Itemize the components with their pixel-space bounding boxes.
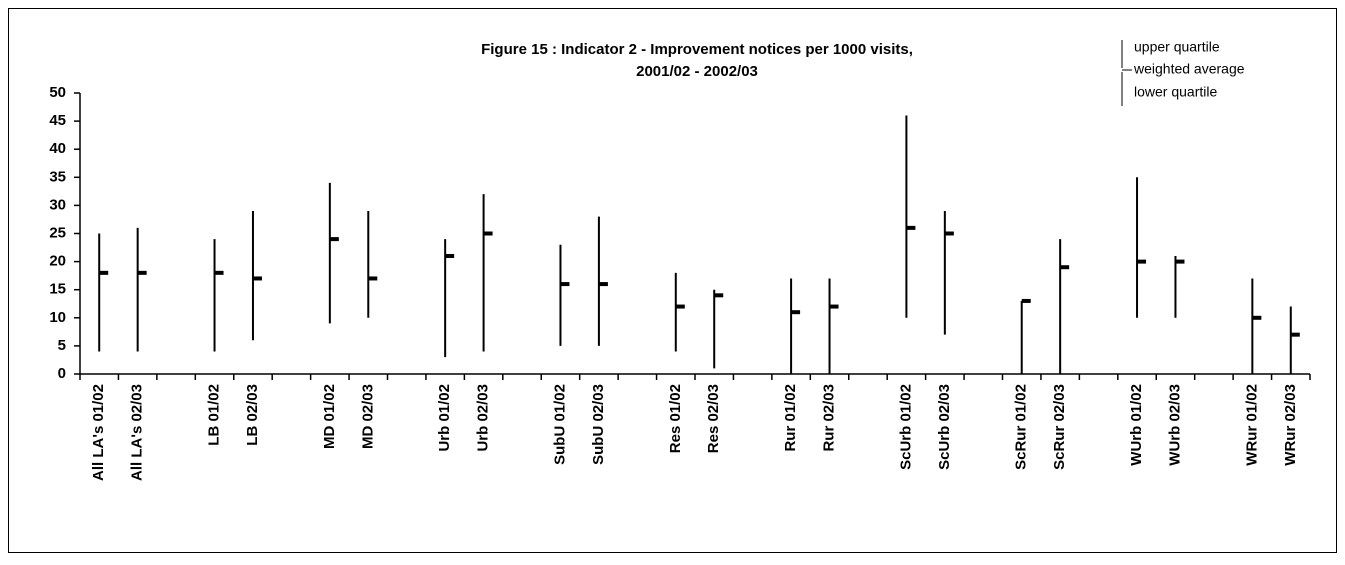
x-tick-label: LB 02/03: [244, 384, 261, 446]
x-tick-label: All LA's 02/03: [129, 384, 146, 481]
x-tick-label: Res 01/02: [667, 384, 684, 453]
x-tick-label: ScRur 02/03: [1051, 384, 1068, 470]
chart-title: 2001/02 - 2002/03: [636, 63, 758, 80]
y-tick-label: 0: [58, 365, 66, 382]
y-tick-label: 25: [49, 224, 66, 241]
x-tick-label: ScUrb 02/03: [936, 384, 953, 470]
chart-title: Figure 15 : Indicator 2 - Improvement no…: [481, 41, 913, 58]
x-tick-label: Urb 02/03: [475, 384, 492, 452]
x-tick-label: WRur 01/02: [1243, 384, 1260, 466]
x-tick-label: MD 01/02: [321, 384, 338, 449]
y-tick-label: 30: [49, 196, 66, 213]
x-tick-label: MD 02/03: [359, 384, 376, 449]
chart-border: [8, 8, 1337, 553]
x-tick-label: ScRur 01/02: [1013, 384, 1030, 470]
y-tick-label: 15: [49, 281, 66, 298]
legend-label: upper quartile: [1134, 39, 1220, 55]
x-tick-label: WUrb 02/03: [1166, 384, 1183, 466]
x-tick-label: WRur 02/03: [1282, 384, 1299, 466]
x-tick-label: ScUrb 01/02: [897, 384, 914, 470]
x-tick-label: LB 01/02: [206, 384, 223, 446]
y-tick-label: 10: [49, 309, 66, 326]
x-tick-label: Res 02/03: [705, 384, 722, 453]
x-tick-label: SubU 01/02: [551, 384, 568, 465]
y-tick-label: 20: [49, 253, 66, 270]
y-tick-label: 5: [58, 337, 66, 354]
x-tick-label: Rur 02/03: [821, 384, 838, 452]
legend-label: weighted average: [1133, 61, 1245, 77]
legend-label: lower quartile: [1134, 84, 1217, 100]
x-tick-label: Urb 01/02: [436, 384, 453, 452]
y-tick-label: 45: [49, 112, 66, 129]
x-tick-label: Rur 01/02: [782, 384, 799, 452]
x-tick-label: All LA's 01/02: [90, 384, 107, 481]
y-tick-label: 40: [49, 140, 66, 157]
y-tick-label: 35: [49, 168, 66, 185]
y-tick-label: 50: [49, 84, 66, 101]
x-tick-label: SubU 02/03: [590, 384, 607, 465]
x-tick-label: WUrb 01/02: [1128, 384, 1145, 466]
